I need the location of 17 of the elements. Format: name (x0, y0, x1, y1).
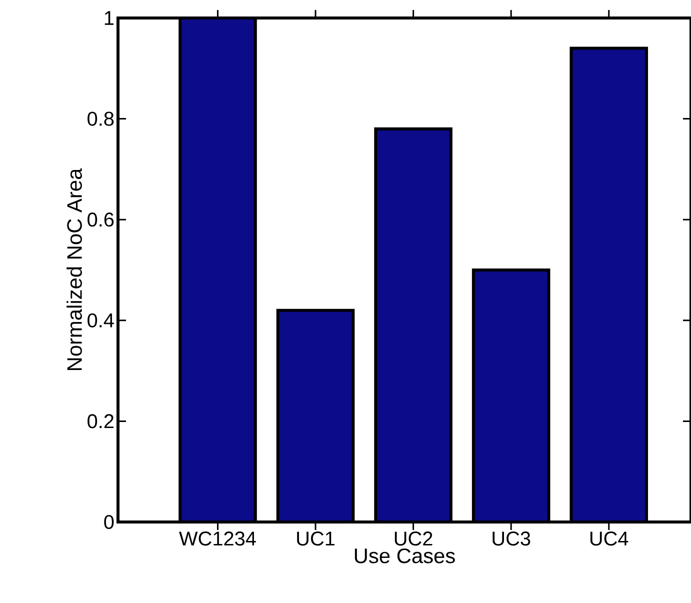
y-tick-label: 0 (104, 514, 114, 530)
x-tick-label: UC3 (492, 532, 530, 546)
y-tick-label: 0.6 (88, 212, 114, 227)
y-tick-label: 0.4 (88, 313, 114, 328)
y-tick-label: 1 (104, 11, 114, 25)
x-tick-label: UC2 (394, 532, 432, 546)
x-axis-title: Use Cases (354, 548, 455, 564)
x-tick-label: UC1 (297, 532, 334, 546)
x-tick-label: UC4 (590, 532, 628, 546)
y-tick-label: 0.8 (88, 112, 114, 126)
bar (180, 18, 256, 522)
bar (473, 270, 549, 522)
bar (278, 310, 354, 522)
y-tick-label: 0.2 (88, 414, 114, 428)
x-tick-label: WC1234 (179, 532, 256, 546)
y-axis-title: Normalized NoC Area (66, 168, 82, 370)
bar (376, 128, 451, 522)
